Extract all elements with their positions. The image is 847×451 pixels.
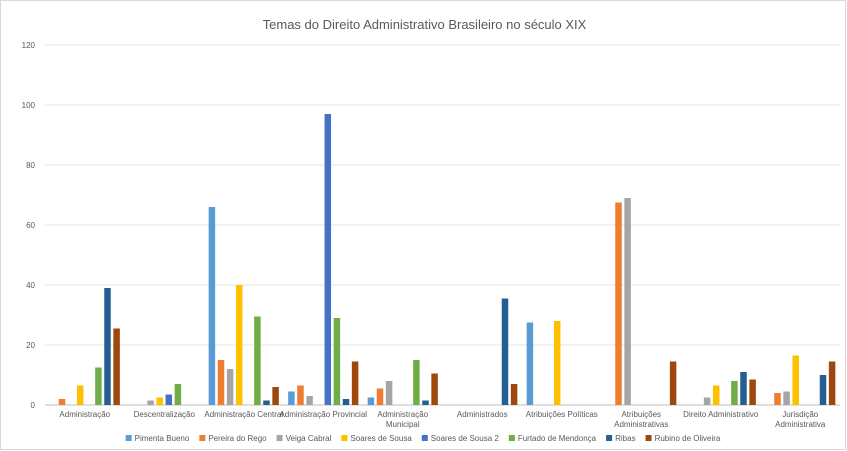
legend-label: Soares de Sousa 2 <box>431 434 500 443</box>
bar <box>208 207 216 405</box>
bar <box>217 360 225 405</box>
bar <box>254 316 261 405</box>
bar <box>703 397 711 405</box>
legend-label: Rubino de Oliveira <box>655 434 721 443</box>
bar <box>58 399 66 405</box>
legend-item: Pereira do Rego <box>199 434 267 443</box>
bar <box>422 400 429 405</box>
bar <box>351 361 359 405</box>
legend-item: Pimenta Bueno <box>125 434 190 443</box>
x-tick-label: Descentralização <box>134 410 196 419</box>
legend-swatch <box>199 435 206 441</box>
x-tick-label: Jurisdição <box>782 410 819 419</box>
legend-swatch <box>645 435 652 441</box>
y-tick-label: 40 <box>26 281 35 290</box>
legend-swatch <box>341 435 348 441</box>
y-tick-label: 60 <box>26 221 35 230</box>
bar <box>828 361 836 405</box>
legend-label: Veiga Cabral <box>286 434 332 443</box>
bar <box>624 198 631 405</box>
bar <box>367 397 375 405</box>
x-tick-label: Administração Central <box>204 410 283 419</box>
legend-item: Soares de Sousa 2 <box>421 434 500 443</box>
y-tick-label: 100 <box>22 101 36 110</box>
x-tick-label: Atribuições <box>621 410 661 419</box>
chart-title: Temas do Direito Administrativo Brasilei… <box>262 17 587 32</box>
bar <box>156 397 163 405</box>
legend-swatch <box>276 435 283 441</box>
bar <box>774 393 781 405</box>
bar <box>226 369 234 405</box>
grid-layer <box>45 44 840 406</box>
bar <box>235 285 243 405</box>
x-tick-label: Administrados <box>457 410 508 419</box>
bar <box>501 298 509 405</box>
bar <box>731 381 738 405</box>
legend-item: Rubino de Oliveira <box>645 434 721 443</box>
legend-label: Ribas <box>615 434 635 443</box>
axis-layer: 0 20 40 60 80 100 120 Administração Descentraliz… <box>22 41 826 429</box>
bar <box>147 400 154 405</box>
legend-swatch <box>606 435 613 441</box>
x-tick-label: Administração <box>377 410 428 419</box>
bar <box>76 385 84 405</box>
x-tick-label: Administração Provincial <box>279 410 367 419</box>
legend-swatch <box>421 435 428 441</box>
bar <box>95 367 102 405</box>
legend-label: Furtado de Mendonça <box>518 434 597 443</box>
bar <box>510 384 518 405</box>
legend-item: Veiga Cabral <box>276 434 332 443</box>
bar <box>819 375 827 405</box>
bar <box>669 361 677 405</box>
x-tick-label: Administrativa <box>775 420 826 429</box>
legend-item: Ribas <box>606 434 636 443</box>
legend-item: Soares de Sousa <box>341 434 412 443</box>
bar <box>749 379 756 405</box>
bar <box>615 202 622 405</box>
bar <box>431 373 438 405</box>
legend-label: Pereira do Rego <box>208 434 267 443</box>
bar <box>792 355 799 405</box>
bar <box>263 400 270 405</box>
legend-label: Pimenta Bueno <box>135 434 190 443</box>
bar <box>553 321 561 405</box>
bar <box>783 391 790 405</box>
legend-item: Furtado de Mendonça <box>508 434 597 443</box>
bar <box>376 388 384 405</box>
legend-swatch <box>508 435 515 441</box>
y-tick-label: 120 <box>22 41 36 50</box>
bar <box>306 396 313 405</box>
legend-label: Soares de Sousa <box>350 434 412 443</box>
bar <box>333 318 341 405</box>
bar <box>342 399 350 405</box>
bar <box>324 114 332 405</box>
bar <box>297 385 304 405</box>
legend-swatch <box>125 435 132 441</box>
bar <box>165 394 173 405</box>
x-tick-label: Direito Administrativo <box>683 410 759 419</box>
x-tick-label: Administrativas <box>614 420 668 429</box>
x-tick-label: Municipal <box>386 420 420 429</box>
bar <box>174 384 182 405</box>
bar <box>385 381 393 405</box>
x-tick-label: Atribuições Políticas <box>526 410 598 419</box>
legend: Pimenta Bueno Pereira do Rego Veiga Cabral… <box>125 434 721 443</box>
bar <box>272 387 279 405</box>
bar <box>288 391 295 405</box>
bar <box>413 360 420 405</box>
bar <box>113 328 120 405</box>
bar <box>740 372 747 405</box>
bar <box>104 288 111 405</box>
bar <box>712 385 720 405</box>
bar-layer <box>58 114 836 405</box>
y-tick-label: 80 <box>26 161 35 170</box>
x-tick-label: Administração <box>59 410 110 419</box>
y-tick-label: 20 <box>26 341 35 350</box>
bar <box>526 322 534 405</box>
y-tick-label: 0 <box>31 401 36 410</box>
